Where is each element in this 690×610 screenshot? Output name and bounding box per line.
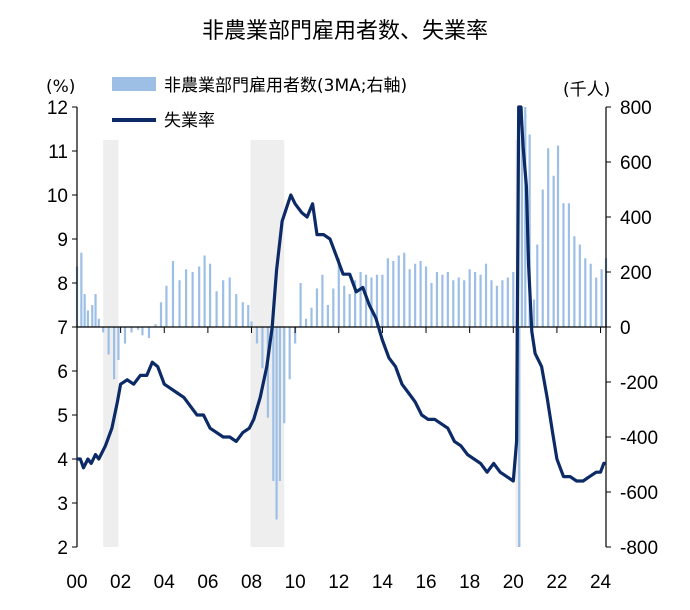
left-tick-label-5: 7 <box>57 318 68 339</box>
left-tick-label-0: 12 <box>47 98 68 119</box>
unemployment-line <box>77 105 606 483</box>
x-tick-label-8: 16 <box>415 572 436 593</box>
right-tick-label-4: 0 <box>620 318 631 339</box>
legend-line-label: 失業率 <box>164 111 215 131</box>
right-tick-label-5: -200 <box>620 373 658 394</box>
legend-bar-swatch <box>112 77 156 91</box>
tick-labels: 121110987654328006004002000-200-400-600-… <box>47 98 658 593</box>
legend-bar-label: 非農業部門雇用者数(3MA;右軸) <box>164 76 407 96</box>
x-tick-label-0: 00 <box>66 572 87 593</box>
right-tick-label-6: -400 <box>620 428 658 449</box>
right-tick-label-8: -800 <box>620 538 658 559</box>
left-tick-label-2: 10 <box>47 186 68 207</box>
left-tick-label-4: 8 <box>57 274 68 295</box>
x-tick-label-9: 18 <box>459 572 480 593</box>
left-tick-label-8: 4 <box>57 450 68 471</box>
chart-title: 非農業部門雇用者数、失業率 <box>202 19 488 44</box>
x-tick-label-11: 22 <box>546 572 567 593</box>
left-tick-label-7: 5 <box>57 406 68 427</box>
right-tick-label-1: 600 <box>620 153 652 174</box>
right-tick-label-3: 200 <box>620 263 652 284</box>
x-tick-label-4: 08 <box>241 572 262 593</box>
x-tick-label-10: 20 <box>503 572 524 593</box>
x-tick-label-1: 02 <box>110 572 131 593</box>
unemployment-line-path <box>77 105 606 483</box>
recession-shading <box>103 140 521 547</box>
x-tick-label-12: 24 <box>590 572 612 593</box>
x-tick-label-7: 14 <box>372 572 394 593</box>
left-tick-label-9: 3 <box>57 494 68 515</box>
right-tick-label-7: -600 <box>620 483 658 504</box>
right-axis-unit: (千人) <box>563 80 610 100</box>
x-tick-label-6: 12 <box>328 572 349 593</box>
x-tick-label-5: 10 <box>285 572 306 593</box>
left-tick-label-3: 9 <box>57 230 68 251</box>
recession-shade-0 <box>103 140 119 547</box>
left-tick-label-1: 11 <box>48 142 68 163</box>
x-tick-label-3: 06 <box>197 572 218 593</box>
x-tick-label-2: 04 <box>154 572 176 593</box>
right-tick-label-2: 400 <box>620 208 652 229</box>
right-tick-label-0: 800 <box>620 98 652 119</box>
left-tick-label-6: 6 <box>57 362 68 383</box>
left-axis-unit: (%) <box>46 77 75 97</box>
axes <box>72 106 611 548</box>
left-tick-label-10: 2 <box>57 538 68 559</box>
